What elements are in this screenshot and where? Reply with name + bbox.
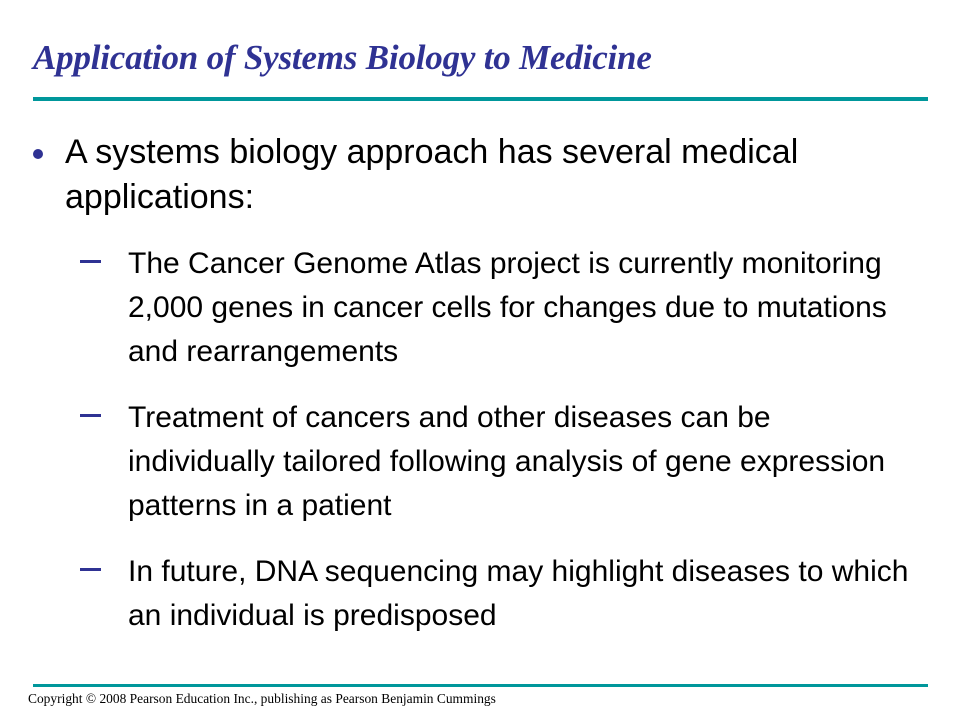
title-divider-rule	[33, 97, 928, 101]
sub-bullet-item-2: Treatment of cancers and other diseases …	[0, 396, 960, 528]
sub-bullet-text-3: In future, DNA sequencing may highlight …	[128, 555, 909, 632]
sub-bullet-item-3: In future, DNA sequencing may highlight …	[0, 550, 960, 638]
slide-body: A systems biology approach has several m…	[0, 130, 960, 638]
dash-bullet-icon	[80, 260, 101, 263]
main-bullet-text: A systems biology approach has several m…	[65, 133, 799, 216]
page-title: Application of Systems Biology to Medici…	[33, 38, 652, 78]
sub-bullet-list: The Cancer Genome Atlas project is curre…	[0, 242, 960, 638]
sub-bullet-text-2: Treatment of cancers and other diseases …	[128, 401, 886, 522]
bullet-dot-icon	[33, 149, 43, 159]
sub-bullet-text-1: The Cancer Genome Atlas project is curre…	[128, 247, 887, 368]
main-bullet-item: A systems biology approach has several m…	[0, 130, 960, 220]
dash-bullet-icon	[80, 414, 101, 417]
footer-divider-rule	[33, 684, 928, 687]
dash-bullet-icon	[80, 568, 101, 571]
copyright-notice: Copyright © 2008 Pearson Education Inc.,…	[28, 692, 496, 707]
sub-bullet-item-1: The Cancer Genome Atlas project is curre…	[0, 242, 960, 374]
